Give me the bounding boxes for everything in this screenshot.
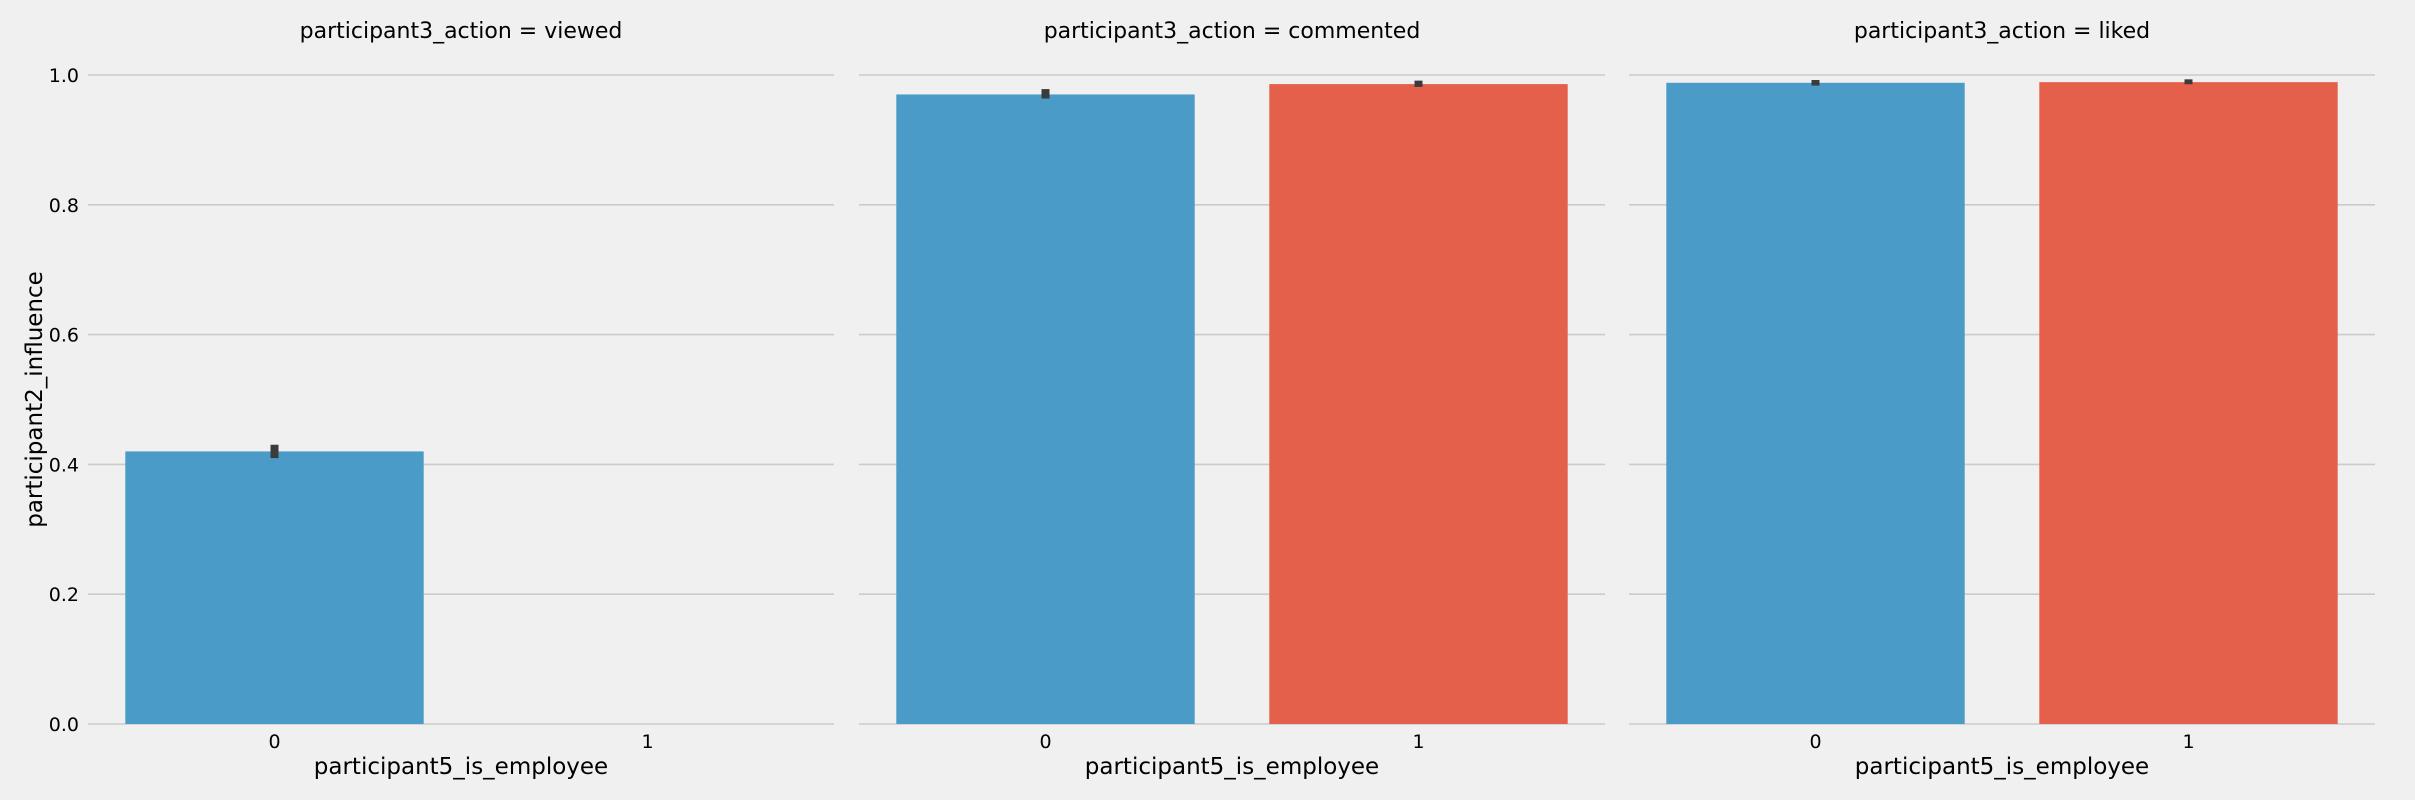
chart-root: participant2_influence 0.0 0.2 0.4 0.6 0.8 1.0… xyxy=(22,19,2375,780)
facet-title: participant3_action = commented xyxy=(1044,19,1421,44)
x-axis-label: participant5_is_employee xyxy=(314,754,608,780)
x-tick-label: 0 xyxy=(1039,731,1051,753)
y-tick-label: 0.4 xyxy=(49,454,79,476)
facet-panel-0: participant3_action = viewed 0 1 participan… xyxy=(88,19,834,780)
y-tick-label: 1.0 xyxy=(49,65,79,87)
bar-1 xyxy=(2039,82,2338,725)
x-axis-label: participant5_is_employee xyxy=(1855,754,2149,780)
bar-0 xyxy=(1666,82,1965,724)
facet-title: participant3_action = liked xyxy=(1854,19,2150,44)
x-axis-label: participant5_is_employee xyxy=(1085,754,1379,780)
facet-title: participant3_action = viewed xyxy=(300,19,623,44)
x-tick-label: 1 xyxy=(1412,731,1424,753)
y-tick-label: 0.8 xyxy=(49,195,79,217)
bar-1 xyxy=(1269,84,1568,724)
bar-0 xyxy=(896,94,1195,725)
y-tick-label: 0.0 xyxy=(49,714,79,736)
x-tick-label: 1 xyxy=(641,731,653,753)
y-axis-label: participant2_influence xyxy=(22,271,48,528)
facet-panel-2: participant3_action = liked 0 1 participant… xyxy=(1629,19,2375,780)
x-tick-label: 0 xyxy=(268,731,280,753)
bar-0 xyxy=(125,451,424,724)
y-tick-label: 0.6 xyxy=(49,325,79,347)
x-tick-label: 0 xyxy=(1809,731,1821,753)
x-tick-label: 1 xyxy=(2182,731,2194,753)
y-tick-label: 0.2 xyxy=(49,584,79,606)
facet-panel-1: participant3_action = commented 0 1 partici… xyxy=(859,19,1605,780)
